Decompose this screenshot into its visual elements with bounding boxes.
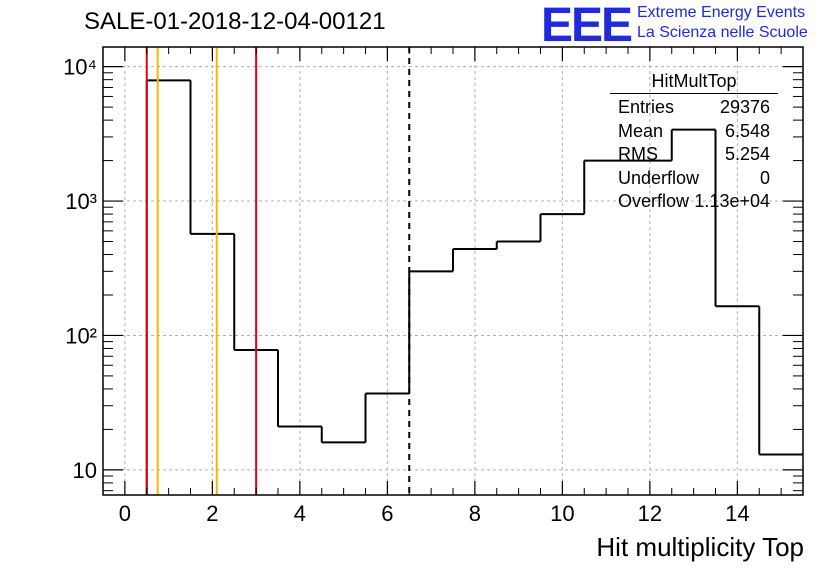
stats-title: HitMultTop [610, 71, 778, 94]
stats-label: Entries [618, 97, 675, 117]
logo-line-2: La Scienza nelle Scuole [637, 24, 808, 41]
stats-row-rms: RMS 5.254 [610, 143, 778, 167]
x-tick-label: 0 [119, 501, 131, 526]
y-tick-label: 10 [73, 458, 97, 483]
stats-box: HitMultTop Entries 29376 Mean 6.548 RMS … [610, 71, 778, 214]
marker-lines [145, 47, 411, 495]
y-tick-label: 10² [65, 323, 97, 348]
stats-label: Overflow [618, 191, 690, 211]
grid-lines [103, 47, 803, 495]
stats-label: Underflow [618, 167, 700, 188]
x-axis-label: Hit multiplicity Top [596, 532, 804, 562]
stats-value: 6.548 [724, 120, 770, 141]
y-tick-label: 10³ [65, 189, 97, 214]
eee-logo: EEE [541, 0, 633, 52]
y-tick-label: 10⁴ [63, 55, 97, 80]
logo-line-1: Extreme Energy Events [637, 4, 806, 21]
stats-value: 0 [759, 167, 770, 188]
stats-value: 1.13e+04 [694, 191, 770, 211]
stats-value: 29376 [719, 97, 770, 117]
x-tick-label: 4 [294, 501, 306, 526]
x-tick-label: 8 [469, 501, 481, 526]
stats-label: Mean [618, 120, 664, 141]
x-tick-label: 14 [725, 501, 749, 526]
x-tick-label: 12 [638, 501, 662, 526]
chart-title: SALE-01-2018-12-04-00121 [84, 8, 386, 35]
x-tick-label: 2 [206, 501, 218, 526]
stats-value: 5.254 [724, 144, 770, 164]
axes-ticks: 0 2 4 6 8 10 12 14 10 10² 10³ 10⁴ [63, 47, 804, 526]
stats-row-underflow: Underflow 0 [610, 167, 778, 191]
stats-row-overflow: Overflow 1.13e+04 [610, 190, 778, 214]
stats-row-mean: Mean 6.548 [610, 120, 778, 144]
stats-label: RMS [618, 144, 658, 164]
x-tick-label: 10 [550, 501, 574, 526]
stats-row-entries: Entries 29376 [610, 96, 778, 120]
x-tick-label: 6 [381, 501, 393, 526]
